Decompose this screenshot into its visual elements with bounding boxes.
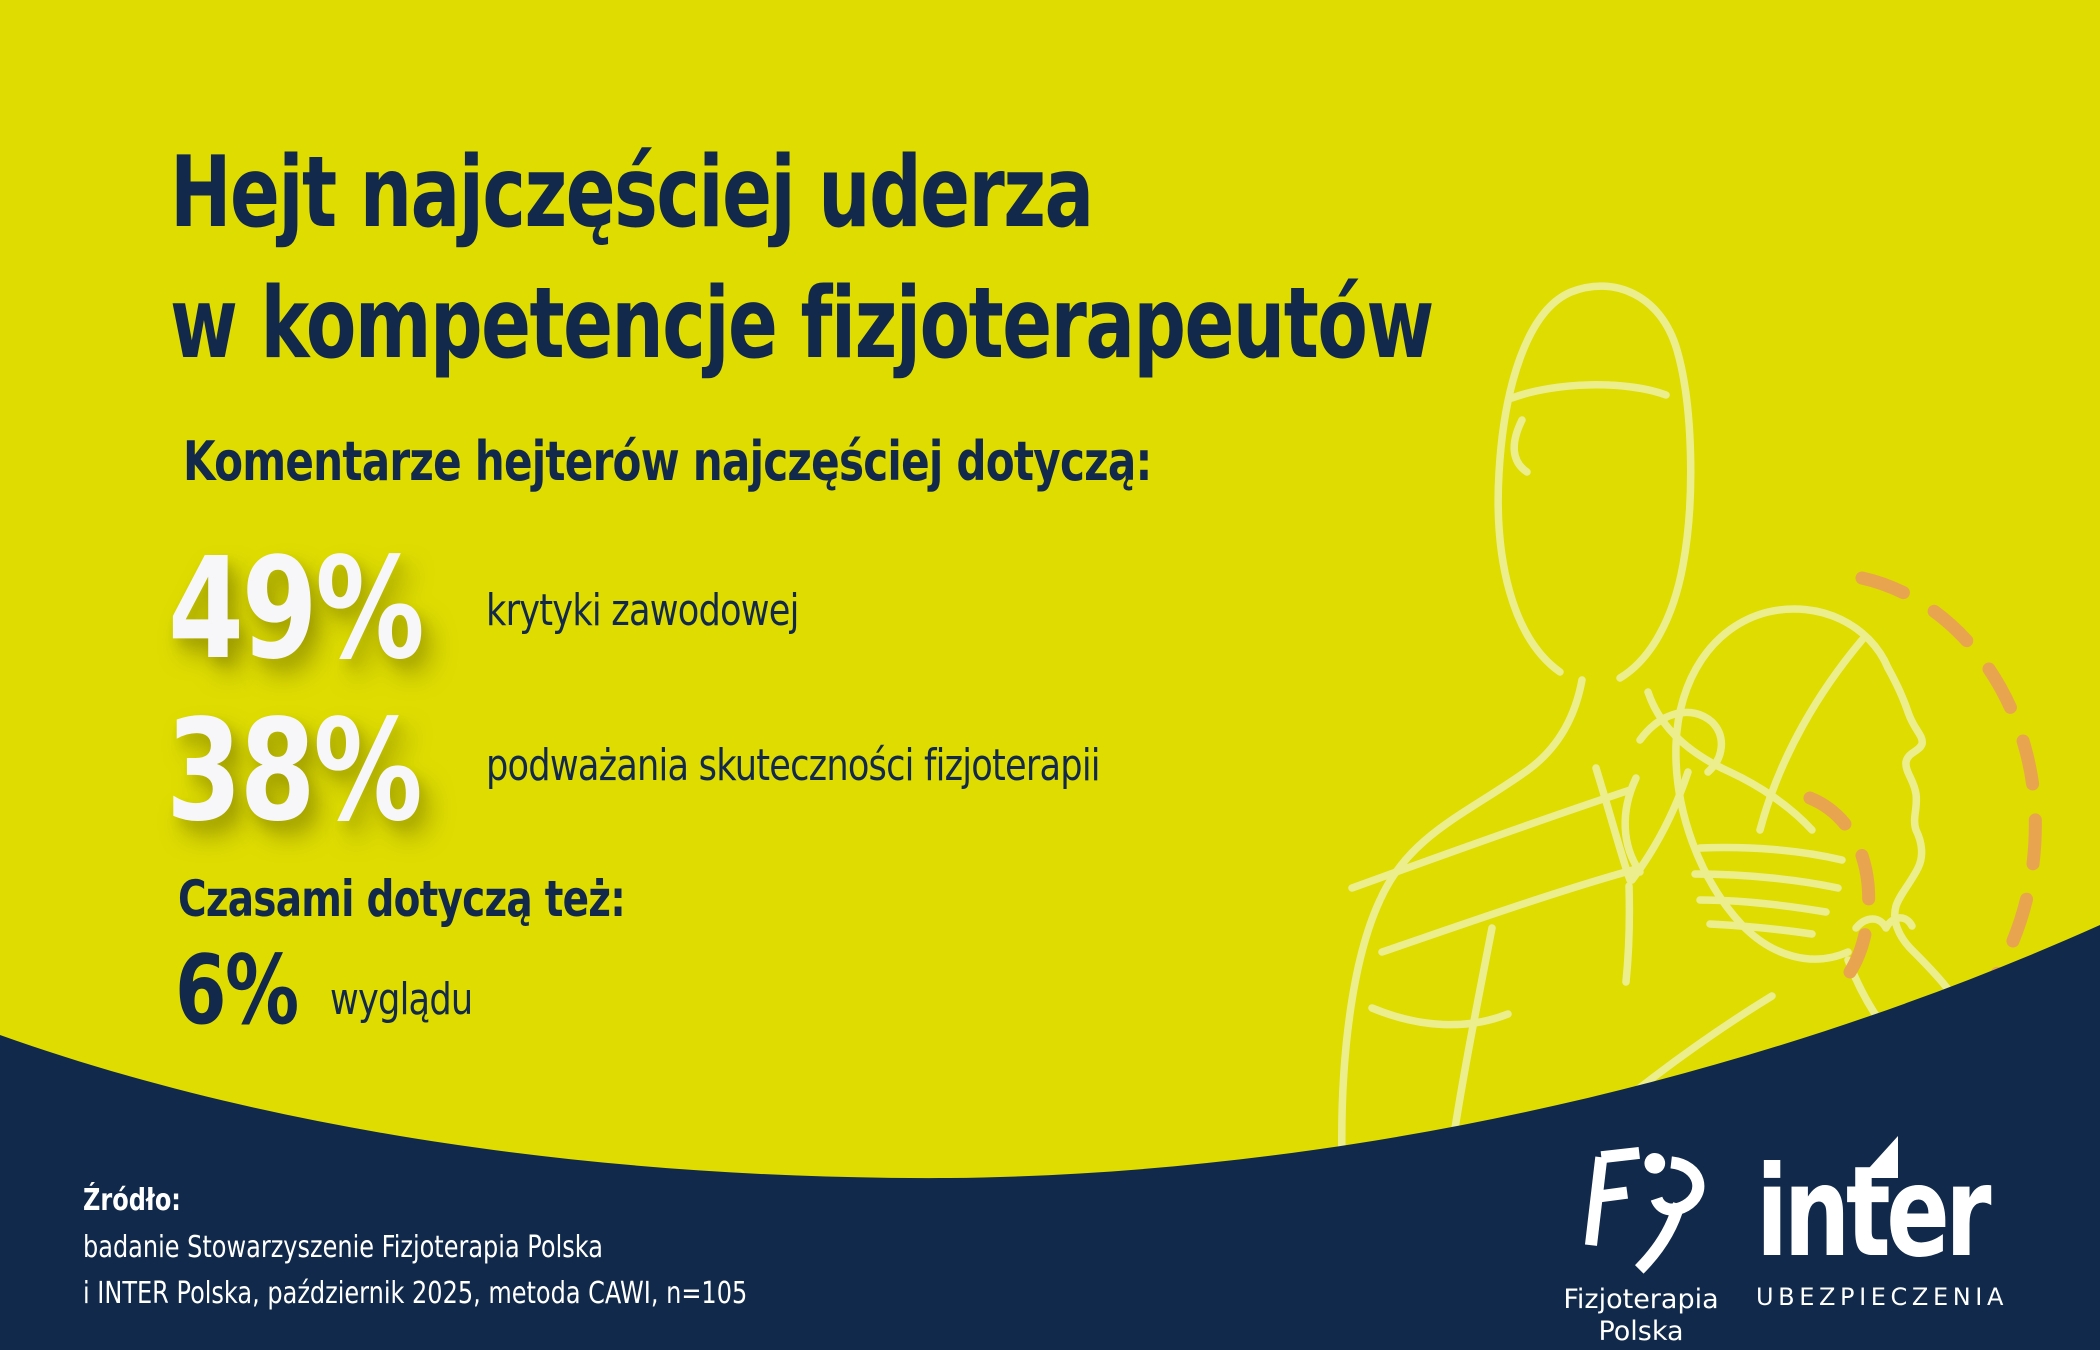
title-line-1: Hejt najczęściej uderza <box>170 136 1094 250</box>
source-line-1: badanie Stowarzyszenie Fizjoterapia Pols… <box>83 1229 603 1265</box>
stat-value-wygladu: 6% <box>175 936 299 1046</box>
fizjoterapia-logo-text-1: Fizjoterapia <box>1563 1284 1719 1315</box>
source-line-2: i INTER Polska, październik 2025, metoda… <box>83 1276 748 1311</box>
source-heading: Źródło: <box>83 1183 181 1218</box>
stat-label-krytyki: krytyki zawodowej <box>486 585 799 636</box>
inter-logo-flag-icon <box>1860 1136 1898 1178</box>
stat-value-podwazania: 38% <box>166 690 423 853</box>
fizjoterapia-polska-logo: Fizjoterapia Polska <box>1556 1140 1726 1348</box>
page-title: Hejt najczęściej uderza w kompetencje fi… <box>170 128 1854 391</box>
section-subtitle: Komentarze hejterów najczęściej dotyczą: <box>183 430 1152 493</box>
stat-label-wygladu: wyglądu <box>330 974 473 1025</box>
stat-value-krytyki: 49% <box>168 528 425 691</box>
sometimes-heading: Czasami dotyczą też: <box>178 870 626 928</box>
inter-logo: inter UBEZPIECZENIA <box>1756 1136 2036 1311</box>
source-block: Źródło: badanie Stowarzyszenie Fizjotera… <box>83 1178 913 1318</box>
inter-logo-tagline: UBEZPIECZENIA <box>1756 1283 2008 1311</box>
fizjoterapia-logo-text-2: Polska <box>1598 1315 1684 1347</box>
title-line-2: w kompetencje fizjoterapeutów <box>170 267 1434 382</box>
stat-label-podwazania: podważania skuteczności fizjoterapii <box>486 740 1101 791</box>
accent-dash-arc-small <box>1803 791 1876 979</box>
fizjoterapia-polska-logo-icon <box>1584 1146 1705 1274</box>
bottom-wave <box>0 925 2100 1350</box>
